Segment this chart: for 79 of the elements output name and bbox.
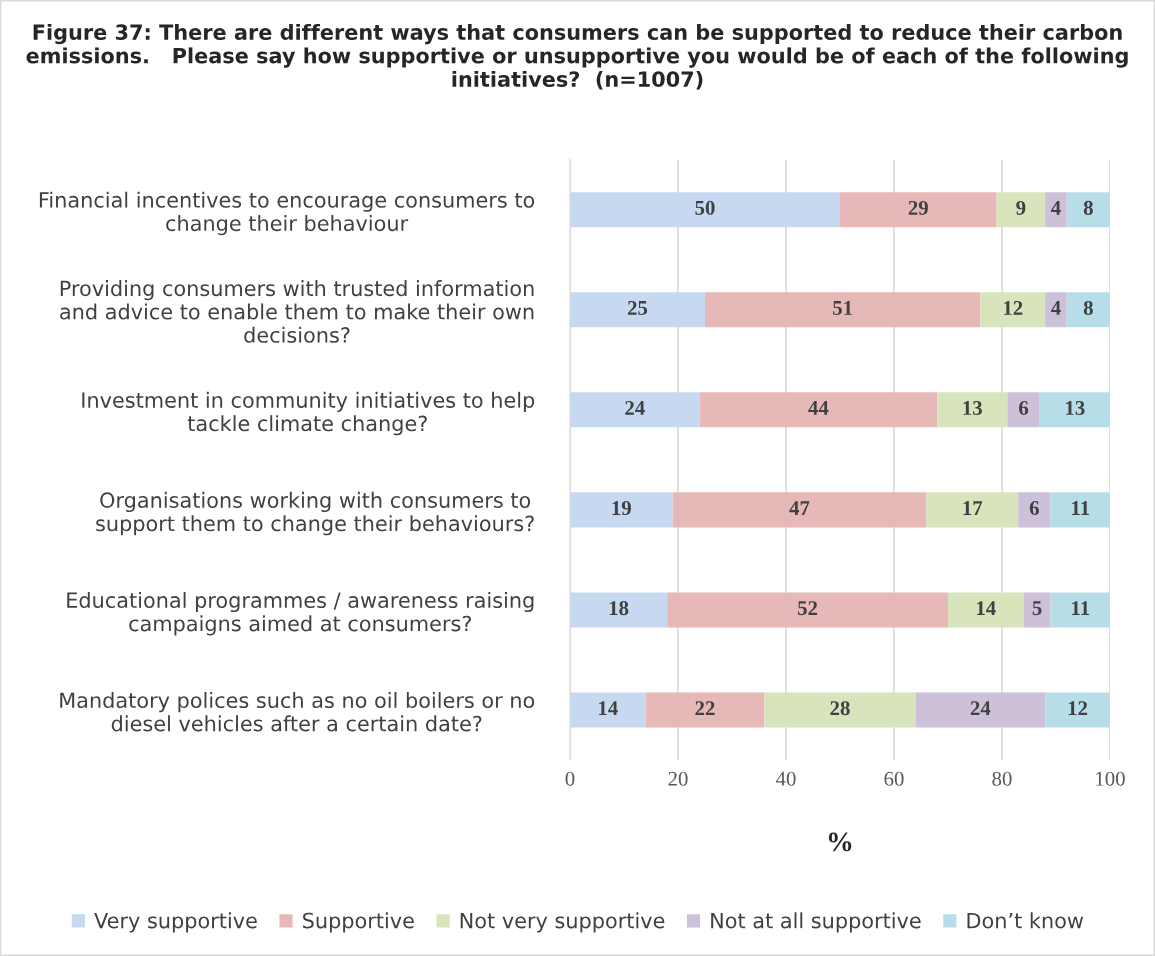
bar xyxy=(839,192,997,228)
y-tick-label: Educational programmes / awareness raising campaigns aimed at consumers? xyxy=(67,591,534,636)
bar xyxy=(704,292,981,328)
bar xyxy=(699,392,938,428)
data-label: 8 xyxy=(1083,200,1093,215)
x-tick-label: 20 xyxy=(668,771,688,786)
data-label: 5 xyxy=(1032,601,1042,616)
bar xyxy=(1050,592,1110,628)
x-axis-title: % xyxy=(828,832,852,852)
data-label: 50 xyxy=(695,200,715,215)
data-label: 47 xyxy=(789,501,810,515)
data-label: 13 xyxy=(1066,401,1085,416)
bar xyxy=(569,592,668,628)
bar xyxy=(980,292,1046,328)
data-label: 18 xyxy=(609,601,629,616)
legend-label: Not very supportive xyxy=(460,912,665,933)
bar xyxy=(1066,192,1110,228)
bar xyxy=(672,492,927,528)
legend-label: Not at all supportive xyxy=(711,912,921,933)
x-tick-label: 0 xyxy=(565,771,575,786)
bar xyxy=(937,392,1008,428)
data-label: 24 xyxy=(970,701,991,715)
bar xyxy=(1045,692,1110,728)
data-label: 28 xyxy=(830,701,850,716)
data-label: 14 xyxy=(977,601,996,615)
data-label: 22 xyxy=(695,701,715,715)
bar xyxy=(1007,392,1040,428)
bar xyxy=(645,692,765,728)
data-label: 12 xyxy=(1068,701,1088,715)
data-label: 52 xyxy=(797,601,818,616)
data-label: 51 xyxy=(833,301,853,315)
bar xyxy=(1066,292,1110,328)
y-tick-label: Investment in community initiatives to help tackle climate change? xyxy=(82,391,535,436)
bar xyxy=(1039,392,1110,428)
bar xyxy=(1018,492,1051,528)
legend-label: Don’t know xyxy=(967,912,1084,929)
data-label: 4 xyxy=(1051,301,1061,315)
x-tick-label: 80 xyxy=(992,771,1012,786)
x-tick-label: 40 xyxy=(775,771,796,786)
data-label: 8 xyxy=(1083,300,1093,315)
bar xyxy=(569,292,705,328)
data-label: 13 xyxy=(963,401,982,416)
y-tick-label: Providing consumers with trusted information and advice to enable them to make their own decisions? xyxy=(60,280,534,343)
y-tick-label: Organisations working with consumers to support them to change their behaviours? xyxy=(96,491,534,536)
bar xyxy=(926,492,1019,528)
data-label: 6 xyxy=(1019,401,1029,416)
bar xyxy=(569,492,673,528)
bar xyxy=(764,692,916,728)
bar xyxy=(1050,492,1110,528)
data-label: 6 xyxy=(1029,501,1039,516)
data-label: 29 xyxy=(908,200,928,215)
chart-title: Figure 37: There are different ways that consumers can be supported to reduce their carbon emissions. Please say how supportive or unsupportive you would be of each of the following initiatives? (n=1007) xyxy=(26,23,1128,90)
legend-label: Supportive xyxy=(303,912,414,933)
data-label: 24 xyxy=(625,401,645,415)
x-tick-label: 100 xyxy=(1096,771,1125,786)
data-label: 17 xyxy=(963,501,983,515)
bar xyxy=(1045,192,1067,228)
y-tick-label: Mandatory polices such as no oil boilers or no diesel vehicles after a certain date? xyxy=(60,691,535,732)
data-label: 19 xyxy=(612,501,631,516)
bar xyxy=(947,592,1024,628)
bar xyxy=(1023,592,1051,628)
data-label: 44 xyxy=(808,401,829,415)
bar xyxy=(569,392,700,428)
data-label: 11 xyxy=(1072,601,1090,615)
bar xyxy=(915,692,1046,728)
bar xyxy=(569,692,646,728)
bar xyxy=(996,192,1046,228)
y-tick-label: Financial incentives to encourage consumers to change their behaviour xyxy=(39,191,535,236)
x-tick-label: 60 xyxy=(884,771,904,786)
legend-label: Very supportive xyxy=(94,912,257,933)
data-label: 12 xyxy=(1004,300,1023,315)
data-label: 25 xyxy=(627,300,648,315)
data-label: 14 xyxy=(599,701,618,715)
bar xyxy=(1045,292,1067,328)
data-label: 11 xyxy=(1072,501,1090,515)
bar xyxy=(667,592,948,628)
data-label: 4 xyxy=(1051,200,1061,215)
bar xyxy=(569,192,840,228)
data-label: 9 xyxy=(1016,200,1026,215)
